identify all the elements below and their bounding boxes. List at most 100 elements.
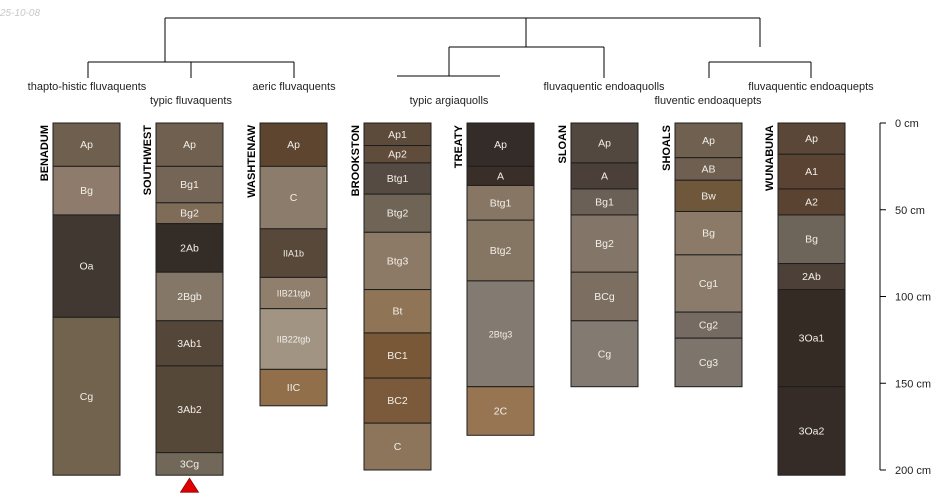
horizon-label: AB [701, 163, 715, 175]
horizon-label: A2 [805, 196, 818, 208]
bottom-marker-icon [179, 477, 200, 493]
horizon [777, 386, 846, 476]
horizon-label: 2Btg3 [489, 329, 513, 339]
horizon [466, 386, 535, 436]
horizon [570, 162, 639, 190]
horizon-label: Bg1 [180, 179, 199, 191]
horizon [363, 193, 432, 233]
group-label: thapto-histic fluvaquents [28, 81, 147, 93]
horizon [155, 271, 224, 322]
horizon-label: C [394, 441, 402, 453]
horizon [155, 122, 224, 167]
horizon [777, 153, 846, 190]
horizon-label: A [497, 170, 504, 182]
horizon-label: Ap1 [388, 129, 407, 141]
horizon-label: Cg3 [699, 357, 718, 369]
profile-name: WASHTENAW [246, 124, 258, 197]
horizon [259, 308, 328, 370]
horizon-label: BC2 [387, 395, 408, 407]
axis-tick-label: 50 cm [895, 205, 925, 217]
group-label: typic argiaquolls [410, 95, 489, 107]
horizon [155, 165, 224, 204]
horizon-label: Ap [805, 133, 818, 145]
profile-name: SLOAN [557, 125, 569, 164]
horizon [674, 179, 743, 212]
horizon-label: A [601, 170, 608, 182]
horizon [363, 332, 432, 379]
horizon [466, 219, 535, 282]
horizon-label: A1 [805, 166, 818, 178]
horizon-label: Ap [494, 139, 507, 151]
horizon-label: Bt [393, 306, 403, 318]
horizon [674, 337, 743, 388]
horizon [674, 254, 743, 313]
horizon-label: Bg [702, 228, 715, 240]
axis-tick-label: 0 cm [895, 118, 919, 130]
horizon-label: Btg2 [387, 208, 409, 220]
horizon-label: IIA1b [283, 249, 304, 259]
profile-treaty: TREATY Ap A Btg1 Btg2 2Btg3 2C [453, 122, 535, 436]
horizon [570, 271, 639, 322]
horizon-label: Ap [702, 135, 715, 147]
group-label: typic fluvaquents [150, 95, 232, 107]
horizon [363, 422, 432, 471]
group-label: fluvaquentic endoaquolls [543, 81, 665, 93]
horizon [259, 122, 328, 167]
profile-name: SOUTHWEST [142, 125, 154, 196]
horizon [52, 316, 121, 476]
horizon-label: C [290, 192, 298, 204]
profile-name: WUNABUNA [764, 125, 776, 191]
horizon-label: 2Ab [180, 242, 199, 254]
horizon-label: BCg [594, 291, 615, 303]
horizon [674, 210, 743, 256]
horizon [52, 214, 121, 318]
profile-wunabuna: WUNABUNA Ap A1 A2 Bg 2Ab 3Oa1 3Oa2 [764, 122, 846, 476]
dendrogram [87, 17, 812, 78]
date-stamp: 25-10-08 [0, 8, 41, 19]
horizon-label: Btg1 [490, 197, 512, 209]
profile-name: TREATY [453, 124, 465, 168]
profile-name: SHOALS [661, 125, 673, 171]
horizon-label: Bg [80, 185, 93, 197]
horizon [155, 320, 224, 367]
horizon [259, 368, 328, 407]
horizon-label: Btg2 [490, 245, 512, 257]
horizon [570, 320, 639, 388]
horizon [777, 122, 846, 155]
profile-southwest: SOUTHWEST Ap Bg1 Bg2 2Ab 2Bgb 3Ab1 3Ab2 3Cg [142, 122, 224, 493]
horizon [155, 365, 224, 454]
horizon-label: 2Bgb [177, 291, 202, 303]
horizon-label: 3Oa2 [799, 425, 825, 437]
horizon [363, 289, 432, 334]
horizon-label: Bg1 [595, 196, 614, 208]
horizon [674, 122, 743, 159]
horizon-label: Bg [805, 234, 818, 246]
group-label: aeric fluvaquents [252, 81, 336, 93]
horizon-label: 3Ab1 [177, 338, 202, 350]
horizon [570, 214, 639, 273]
horizon-label: Ap [287, 139, 300, 151]
horizon [570, 122, 639, 164]
horizon-label: 3Oa1 [799, 333, 825, 345]
profile-shoals: SHOALS Ap AB Bw Bg Cg1 Cg2 Cg3 [661, 122, 743, 388]
horizon-label: Cg [80, 391, 94, 403]
horizon [466, 122, 535, 167]
horizon-label: Btg1 [387, 173, 409, 185]
horizon-label: IIC [287, 382, 301, 394]
depth-axis: 0 cm 50 cm 100 cm 150 cm 200 cm [879, 118, 931, 477]
horizon-label: Oa [79, 261, 93, 273]
profile-brookston: BROOKSTON Ap1 Ap2 Btg1 Btg2 Btg3 Bt BC1 BC2 C [350, 122, 432, 471]
horizon [259, 165, 328, 230]
horizon-label: Bg2 [180, 208, 199, 220]
horizon-label: 2C [494, 406, 508, 418]
group-label: fluventic endoaquepts [654, 95, 762, 107]
horizon-label: Cg [598, 348, 612, 360]
horizon [777, 263, 846, 291]
horizon-label: Cg1 [699, 278, 718, 290]
horizon-label: Ap [183, 139, 196, 151]
horizon-label: 3Cg [180, 458, 199, 470]
horizon [52, 122, 121, 167]
horizon-label: 3Ab2 [177, 404, 202, 416]
profile-name: BROOKSTON [350, 125, 362, 196]
